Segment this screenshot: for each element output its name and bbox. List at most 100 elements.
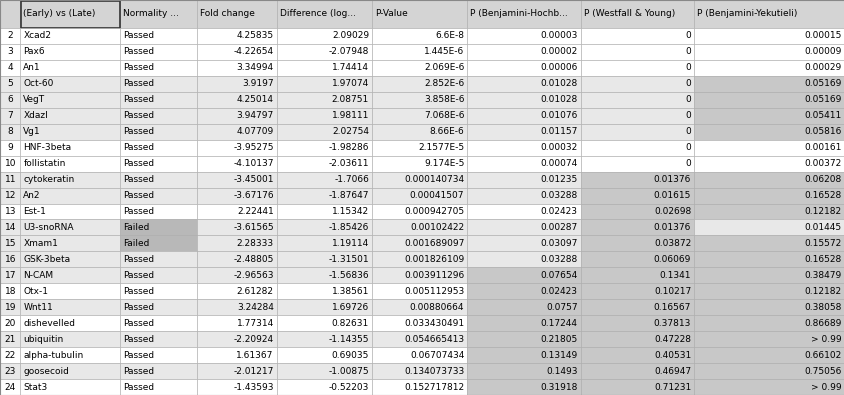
Text: cytokeratin: cytokeratin (24, 175, 74, 184)
Text: 1.38561: 1.38561 (331, 287, 369, 296)
Text: 0.06069: 0.06069 (653, 255, 690, 264)
Bar (197, 315, 277, 331)
Bar (371, 60, 467, 76)
Text: 0.001826109: 0.001826109 (403, 255, 463, 264)
Text: -1.87647: -1.87647 (328, 191, 369, 200)
Text: 0: 0 (684, 47, 690, 56)
Text: 0.1341: 0.1341 (659, 271, 690, 280)
Text: 0.86689: 0.86689 (803, 319, 841, 328)
Text: follistatin: follistatin (24, 159, 66, 168)
Text: Passed: Passed (123, 175, 154, 184)
Bar (0, 235, 20, 251)
Text: 0.12182: 0.12182 (804, 287, 841, 296)
Text: Passed: Passed (123, 32, 154, 40)
Bar (197, 60, 277, 76)
Text: 3.94797: 3.94797 (236, 111, 273, 120)
Bar (0, 140, 20, 156)
Bar (580, 379, 693, 395)
Text: Passed: Passed (123, 351, 154, 359)
Text: 1.61367: 1.61367 (236, 351, 273, 359)
Bar (580, 44, 693, 60)
Text: 0.03872: 0.03872 (653, 239, 690, 248)
Text: 0.03288: 0.03288 (540, 191, 577, 200)
Text: 1.19114: 1.19114 (332, 239, 369, 248)
Bar (20, 203, 120, 220)
Bar (197, 267, 277, 283)
Text: 3.9197: 3.9197 (242, 79, 273, 88)
Bar (580, 156, 693, 171)
Text: 0.00074: 0.00074 (540, 159, 577, 168)
Bar (277, 28, 371, 44)
Text: 0.05169: 0.05169 (803, 79, 841, 88)
Text: 1.69726: 1.69726 (332, 303, 369, 312)
Text: 0.03288: 0.03288 (540, 255, 577, 264)
Bar (467, 188, 580, 203)
Bar (467, 299, 580, 315)
Bar (20, 267, 120, 283)
Bar (0, 188, 20, 203)
Bar (371, 347, 467, 363)
Bar (20, 379, 120, 395)
Bar (197, 76, 277, 92)
Text: -4.22654: -4.22654 (233, 47, 273, 56)
Text: Fold change: Fold change (200, 9, 255, 19)
Bar (467, 331, 580, 347)
Text: 0.46947: 0.46947 (653, 367, 690, 376)
Bar (693, 347, 844, 363)
Bar (120, 156, 197, 171)
Text: Xmam1: Xmam1 (24, 239, 58, 248)
Bar (120, 331, 197, 347)
Text: 0.16528: 0.16528 (803, 191, 841, 200)
Text: Normality ...: Normality ... (123, 9, 179, 19)
Bar (197, 28, 277, 44)
Bar (197, 347, 277, 363)
Bar (371, 76, 467, 92)
Bar (693, 235, 844, 251)
Text: 2.08751: 2.08751 (332, 95, 369, 104)
Text: 0.00002: 0.00002 (540, 47, 577, 56)
Text: 16: 16 (4, 255, 16, 264)
Bar (467, 251, 580, 267)
Text: 1.445E-6: 1.445E-6 (424, 47, 463, 56)
Text: 8.66E-6: 8.66E-6 (429, 127, 463, 136)
Bar (371, 251, 467, 267)
Bar (120, 347, 197, 363)
Text: 2.22441: 2.22441 (236, 207, 273, 216)
Text: 0: 0 (684, 159, 690, 168)
Bar (20, 251, 120, 267)
Bar (0, 108, 20, 124)
Bar (197, 108, 277, 124)
Bar (0, 379, 20, 395)
Bar (0, 0, 20, 28)
Bar (120, 44, 197, 60)
Text: -1.7066: -1.7066 (333, 175, 369, 184)
Bar (120, 76, 197, 92)
Bar (580, 220, 693, 235)
Text: 2.02754: 2.02754 (332, 127, 369, 136)
Text: Oct-60: Oct-60 (24, 79, 54, 88)
Text: 0.02423: 0.02423 (540, 287, 577, 296)
Bar (467, 0, 580, 28)
Text: Passed: Passed (123, 95, 154, 104)
Bar (277, 76, 371, 92)
Text: Difference (log...: Difference (log... (279, 9, 355, 19)
Bar (580, 235, 693, 251)
Text: 9.174E-5: 9.174E-5 (424, 159, 463, 168)
Text: 0.000942705: 0.000942705 (403, 207, 463, 216)
Text: 0.37813: 0.37813 (653, 319, 690, 328)
Bar (580, 92, 693, 108)
Bar (277, 171, 371, 188)
Text: Vg1: Vg1 (24, 127, 41, 136)
Text: -2.07948: -2.07948 (328, 47, 369, 56)
Bar (580, 124, 693, 140)
Text: 0.00029: 0.00029 (803, 63, 841, 72)
Bar (277, 108, 371, 124)
Text: -1.98286: -1.98286 (328, 143, 369, 152)
Text: 0.01615: 0.01615 (653, 191, 690, 200)
Bar (277, 156, 371, 171)
Text: Passed: Passed (123, 319, 154, 328)
Bar (371, 44, 467, 60)
Bar (467, 347, 580, 363)
Bar (580, 60, 693, 76)
Text: Passed: Passed (123, 143, 154, 152)
